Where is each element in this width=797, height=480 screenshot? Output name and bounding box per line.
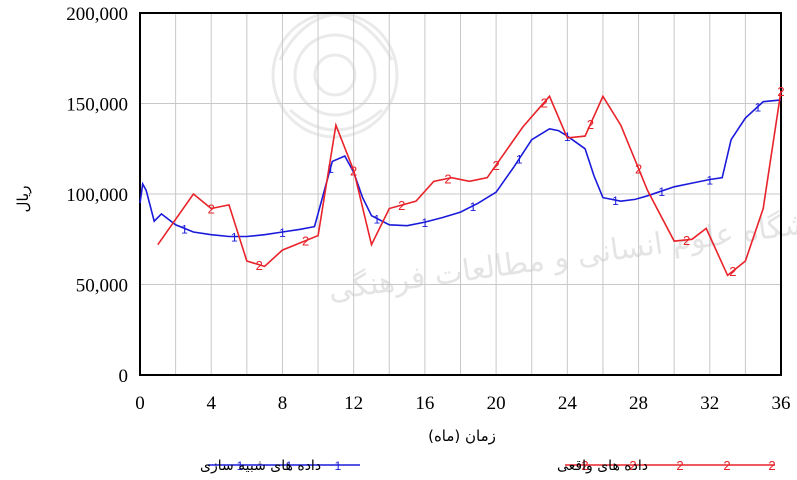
series-marker-actual: 2 <box>587 117 594 132</box>
series-line-simulated <box>139 99 782 238</box>
series-marker-actual: 2 <box>777 84 784 99</box>
watermark-text: پژوهشگاه علوم انسانی و مطالعات فرهنگی <box>326 198 797 308</box>
series-marker-simulated: 1 <box>181 222 188 236</box>
x-tick-label: 24 <box>558 393 578 414</box>
series-marker-simulated: 1 <box>755 101 762 115</box>
series-marker-simulated: 1 <box>658 185 665 199</box>
x-tick-label: 12 <box>344 393 363 414</box>
x-tick-label: 0 <box>135 393 145 414</box>
y-tick-label: 200,000 <box>66 4 128 25</box>
series-marker-actual: 2 <box>350 163 357 178</box>
x-tick-label: 8 <box>278 393 288 414</box>
series-marker-actual: 2 <box>683 233 690 248</box>
series-marker-actual: 2 <box>541 95 548 110</box>
series-marker-simulated: 1 <box>231 231 238 245</box>
x-tick-label: 16 <box>415 393 434 414</box>
series-marker-simulated: 1 <box>279 226 286 240</box>
watermark-emblem <box>271 11 399 139</box>
series-marker-actual: 2 <box>492 158 499 173</box>
series-marker-actual: 2 <box>635 162 642 177</box>
y-axis-label: ریال <box>14 186 32 213</box>
plot-frame <box>139 12 782 376</box>
legend-simulated-label: داده های شبیه سازی <box>200 458 321 474</box>
legend-actual-marker: 2 <box>629 458 636 473</box>
x-tick-label: 36 <box>772 393 791 414</box>
x-tick-label: 20 <box>487 393 506 414</box>
y-tick-label: 0 <box>119 366 129 387</box>
legend-simulated-marker: 1 <box>286 459 293 473</box>
series-marker-simulated: 1 <box>706 174 713 188</box>
legend-simulated-marker: 1 <box>237 459 244 473</box>
x-tick-label: 4 <box>206 393 216 414</box>
series-marker-actual: 2 <box>208 201 215 216</box>
x-tick-label: 28 <box>629 393 648 414</box>
series-marker-actual: 2 <box>444 171 451 186</box>
legend-actual-label: داده های واقعی <box>557 458 648 474</box>
legend-actual-marker: 2 <box>723 458 730 473</box>
grid-lines <box>140 13 781 375</box>
plot-border <box>139 12 782 376</box>
series-marker-simulated: 1 <box>327 162 334 176</box>
legend-actual-marker: 2 <box>676 458 683 473</box>
series-marker-simulated: 1 <box>422 216 429 230</box>
series-marker-actual: 2 <box>398 198 405 213</box>
series-marker-simulated: 1 <box>470 200 477 214</box>
x-axis-label: زمان (ماه) <box>428 427 496 445</box>
series-marker-actual: 2 <box>729 264 736 279</box>
x-tick-label: 32 <box>700 393 719 414</box>
y-tick-label: 50,000 <box>76 276 128 297</box>
series-marker-simulated: 1 <box>373 212 380 226</box>
series-marker-simulated: 1 <box>612 194 619 208</box>
legend-actual-marker: 2 <box>581 458 588 473</box>
y-tick-label: 100,000 <box>66 185 128 206</box>
tick-labels: 0 4 8 12 16 20 24 28 32 36050,000100,000150,00020… <box>66 4 790 414</box>
y-tick-label: 150,000 <box>66 95 128 116</box>
legend-simulated-marker: 1 <box>335 459 342 473</box>
legend-actual-marker: 2 <box>768 458 775 473</box>
series-line-actual <box>157 90 782 277</box>
series-marker-simulated: 1 <box>516 153 523 167</box>
series-marker-actual: 2 <box>302 234 309 249</box>
series-marker-actual: 2 <box>256 258 263 273</box>
